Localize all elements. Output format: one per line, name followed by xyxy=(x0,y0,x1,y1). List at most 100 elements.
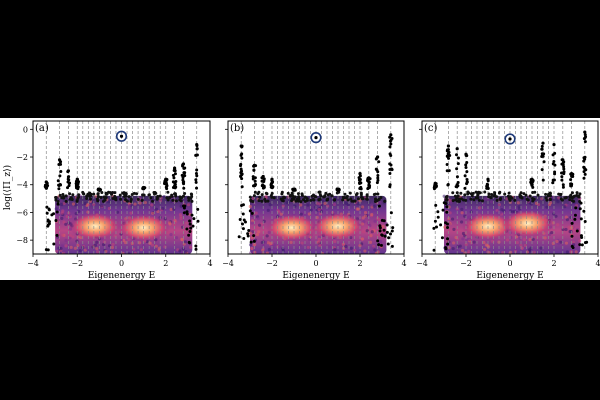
density-point xyxy=(555,239,559,243)
outlier-top-point xyxy=(195,142,199,147)
outlier-point xyxy=(164,185,168,189)
data-point xyxy=(469,197,473,201)
outlier-point xyxy=(240,156,244,160)
outlier-top-point xyxy=(541,141,545,145)
data-point xyxy=(497,191,501,195)
outlier-point xyxy=(582,165,586,169)
density-point xyxy=(484,243,488,247)
edge-point xyxy=(194,244,198,248)
density-point xyxy=(62,201,66,206)
density-point xyxy=(313,205,317,209)
density-point xyxy=(300,241,304,245)
outlier-point xyxy=(171,180,175,184)
data-point xyxy=(68,197,72,201)
density-point xyxy=(111,242,115,247)
data-point xyxy=(174,199,178,203)
edge-point xyxy=(442,201,446,205)
outlier-point xyxy=(389,142,393,146)
density-point xyxy=(142,244,146,248)
x-tick-label: 2 xyxy=(163,259,168,268)
edge-point xyxy=(240,222,244,226)
outlier-top-point xyxy=(239,144,243,148)
data-point xyxy=(365,193,369,197)
density-point xyxy=(186,203,191,207)
data-point xyxy=(183,192,187,196)
data-point xyxy=(122,192,126,196)
edge-point xyxy=(390,229,394,233)
outlier-top-point xyxy=(75,177,79,181)
outlier-point xyxy=(553,172,557,176)
data-point xyxy=(96,192,100,196)
data-point xyxy=(77,195,81,199)
outlier-point xyxy=(445,169,449,173)
density-point xyxy=(178,249,182,253)
edge-point xyxy=(570,244,574,248)
outlier-point xyxy=(553,151,557,155)
outlier-point xyxy=(388,185,392,189)
data-point xyxy=(257,199,261,203)
density-point xyxy=(505,238,510,242)
data-point xyxy=(61,193,65,197)
data-point xyxy=(68,192,72,196)
density-point xyxy=(356,202,360,206)
density-point xyxy=(184,250,188,254)
outlier-point xyxy=(194,172,198,176)
outlier-point xyxy=(464,165,468,169)
density-point xyxy=(314,212,318,216)
outlier-point xyxy=(358,186,362,190)
outlier-point xyxy=(560,162,564,166)
data-point xyxy=(373,199,377,203)
density-point xyxy=(127,205,131,210)
density-point xyxy=(318,243,322,247)
data-point xyxy=(346,198,350,202)
density-point xyxy=(459,220,464,224)
density-point xyxy=(341,242,345,246)
data-point xyxy=(572,199,576,203)
density-point xyxy=(467,249,471,253)
outlier-point xyxy=(67,175,71,179)
outlier-point xyxy=(58,174,62,178)
edge-point xyxy=(378,224,382,228)
density-point xyxy=(76,243,80,247)
density-point xyxy=(498,211,503,215)
density-point xyxy=(447,216,451,221)
data-point xyxy=(563,196,567,200)
outlier-point xyxy=(388,135,392,139)
density-point xyxy=(306,203,310,207)
density-point xyxy=(360,237,365,241)
density-point xyxy=(317,240,321,244)
density-point xyxy=(271,246,276,251)
data-point xyxy=(56,200,60,204)
data-point xyxy=(558,193,562,197)
edge-point xyxy=(573,213,577,217)
density-point xyxy=(483,208,487,212)
edge-point xyxy=(192,217,196,221)
data-point xyxy=(365,197,369,201)
edge-point xyxy=(444,221,448,225)
outlier-point xyxy=(561,185,565,189)
highlight-ring xyxy=(504,133,516,145)
data-point xyxy=(100,191,104,195)
outlier-point xyxy=(542,160,546,164)
density-point xyxy=(472,240,476,244)
outlier-point xyxy=(570,182,574,186)
data-point xyxy=(560,198,564,202)
density-point xyxy=(154,207,159,211)
outlier-point xyxy=(582,176,586,180)
data-point xyxy=(332,198,336,202)
edge-point xyxy=(579,201,583,205)
outlier-point xyxy=(445,163,449,167)
density-point xyxy=(248,243,253,247)
density-point xyxy=(95,247,99,251)
density-point xyxy=(272,243,276,247)
density-point xyxy=(452,227,456,231)
edge-point xyxy=(432,226,436,230)
data-point xyxy=(572,194,576,198)
density-point xyxy=(467,237,471,241)
outlier-point xyxy=(262,178,266,182)
density-point xyxy=(483,197,487,201)
outlier-point xyxy=(183,171,187,175)
outlier-point xyxy=(239,167,243,171)
x-tick-label: −2 xyxy=(266,259,278,268)
